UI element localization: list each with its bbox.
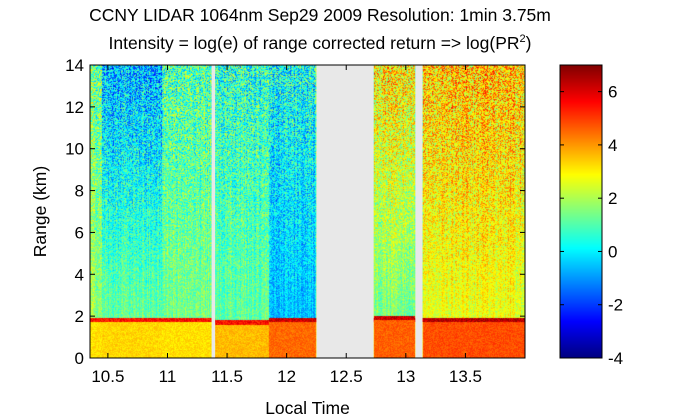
y-tick-label: 6 <box>75 223 84 242</box>
x-tick-label: 13.5 <box>449 367 482 386</box>
y-tick-label: 0 <box>75 349 84 368</box>
colorbar-tick-label: 6 <box>608 83 617 102</box>
colorbar-frame <box>559 64 603 359</box>
missing-data-gap-1 <box>211 65 216 358</box>
y-tick-label: 12 <box>65 98 84 117</box>
colorbar-tick-label: -4 <box>608 349 623 368</box>
subtitle-superscript: 2 <box>520 33 526 45</box>
x-tick-label: 13 <box>396 367 415 386</box>
y-tick-label: 4 <box>75 265 84 284</box>
colorbar-gradient <box>560 65 602 358</box>
subtitle-prefix: Intensity = log(e) of range corrected re… <box>109 33 520 53</box>
missing-data-gaps <box>211 65 423 358</box>
y-tick-label: 14 <box>65 56 84 75</box>
x-tick-label: 12 <box>277 367 296 386</box>
y-tick-label: 8 <box>75 182 84 201</box>
colorbar: -4 -2 0 2 4 6 <box>559 64 623 368</box>
missing-data-gap-3 <box>415 65 423 358</box>
plot-area <box>89 64 526 359</box>
heatmap-image <box>90 65 525 358</box>
colorbar-tick-label: 0 <box>608 242 617 261</box>
colorbar-tick-label: -2 <box>608 296 623 315</box>
chart-title: CCNY LIDAR 1064nm Sep29 2009 Resolution:… <box>89 5 551 25</box>
y-axis: 0 2 4 6 8 10 12 14 <box>65 56 525 368</box>
colorbar-tick-label: 2 <box>608 189 617 208</box>
y-tick-label: 2 <box>75 307 84 326</box>
colorbar-ticks: -4 -2 0 2 4 6 <box>560 83 623 368</box>
x-tick-label: 11.5 <box>211 367 243 386</box>
colorbar-tick-label: 4 <box>608 136 617 155</box>
chart-subtitle: Intensity = log(e) of range corrected re… <box>109 33 532 53</box>
x-tick-label: 10.5 <box>91 367 124 386</box>
x-tick-label: 12.5 <box>330 367 363 386</box>
y-tick-label: 10 <box>65 140 84 159</box>
x-tick-label: 11 <box>159 367 177 386</box>
x-axis-label: Local Time <box>265 398 350 418</box>
missing-data-gap-2 <box>316 65 374 358</box>
subtitle-suffix: ) <box>526 33 532 53</box>
y-axis-label: Range (km) <box>30 166 50 257</box>
plot-frame <box>89 64 526 359</box>
x-axis: 10.5 11 11.5 12 12.5 13 13.5 <box>91 65 482 386</box>
